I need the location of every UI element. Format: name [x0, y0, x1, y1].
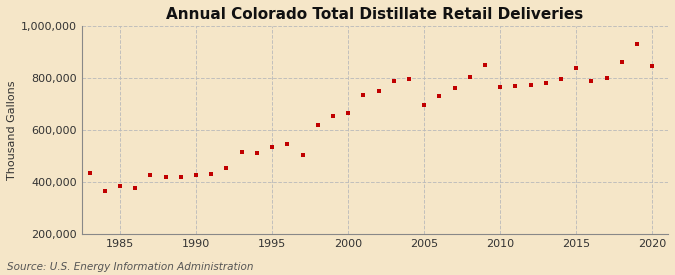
Text: Source: U.S. Energy Information Administration: Source: U.S. Energy Information Administ…	[7, 262, 253, 272]
Point	[449, 86, 460, 90]
Point	[99, 189, 110, 193]
Point	[84, 170, 95, 175]
Point	[236, 150, 247, 154]
Point	[495, 85, 506, 89]
Point	[464, 75, 475, 79]
Point	[115, 184, 126, 188]
Point	[160, 175, 171, 179]
Point	[480, 63, 491, 67]
Point	[282, 142, 293, 146]
Point	[130, 186, 140, 191]
Point	[373, 89, 384, 93]
Point	[343, 111, 354, 115]
Point	[632, 42, 643, 46]
Point	[388, 78, 399, 83]
Point	[647, 64, 657, 68]
Point	[418, 103, 429, 108]
Point	[404, 77, 414, 81]
Title: Annual Colorado Total Distillate Retail Deliveries: Annual Colorado Total Distillate Retail …	[166, 7, 583, 22]
Point	[434, 94, 445, 98]
Y-axis label: Thousand Gallons: Thousand Gallons	[7, 80, 17, 180]
Point	[252, 151, 263, 156]
Point	[510, 84, 521, 89]
Point	[297, 152, 308, 157]
Point	[541, 81, 551, 85]
Point	[190, 172, 201, 177]
Point	[221, 166, 232, 170]
Point	[145, 173, 156, 178]
Point	[616, 60, 627, 65]
Point	[327, 113, 338, 118]
Point	[358, 93, 369, 97]
Point	[176, 175, 186, 179]
Point	[571, 65, 582, 70]
Point	[313, 123, 323, 127]
Point	[267, 145, 277, 149]
Point	[601, 76, 612, 80]
Point	[556, 77, 566, 81]
Point	[586, 79, 597, 83]
Point	[525, 83, 536, 87]
Point	[206, 171, 217, 176]
